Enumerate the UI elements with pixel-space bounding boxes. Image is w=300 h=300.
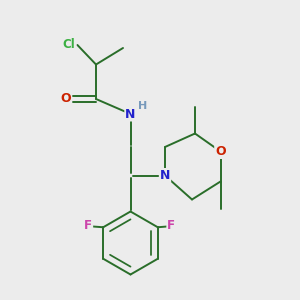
Text: Cl: Cl xyxy=(63,38,75,52)
Text: O: O xyxy=(61,92,71,106)
Text: H: H xyxy=(139,100,148,111)
Text: O: O xyxy=(215,145,226,158)
Text: N: N xyxy=(125,107,136,121)
Text: F: F xyxy=(84,219,92,232)
Text: N: N xyxy=(160,169,170,182)
Text: F: F xyxy=(167,219,175,232)
